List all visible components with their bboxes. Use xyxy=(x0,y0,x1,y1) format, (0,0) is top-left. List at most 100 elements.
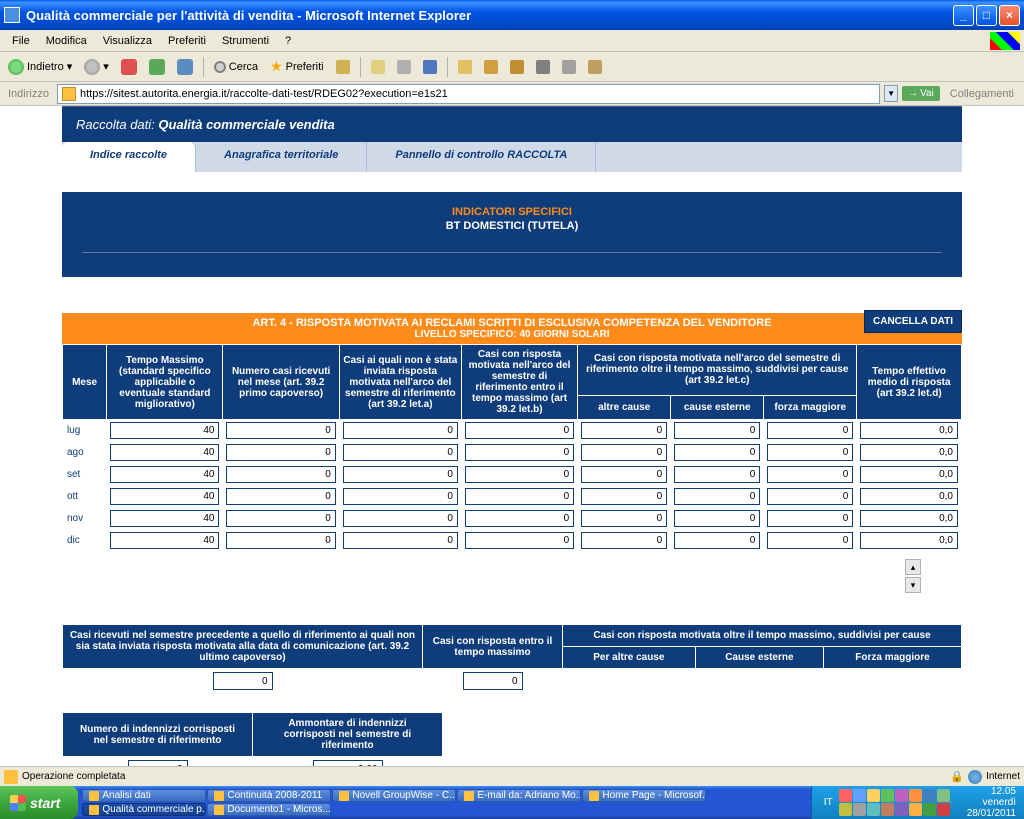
input-forza-maggiore[interactable] xyxy=(767,444,853,461)
input-tempo-eff[interactable] xyxy=(860,466,958,483)
input-altre-cause[interactable] xyxy=(581,488,667,505)
search-button[interactable]: Cerca xyxy=(210,59,262,75)
input-forza-maggiore[interactable] xyxy=(767,466,853,483)
taskbar-item[interactable]: Documento1 - Micros... xyxy=(207,803,331,816)
input-tempo-max[interactable] xyxy=(110,422,219,439)
input-casi-entro[interactable] xyxy=(465,466,574,483)
menu-preferiti[interactable]: Preferiti xyxy=(160,33,214,49)
go-button[interactable]: → Vai xyxy=(902,86,940,101)
tb-extra-3[interactable] xyxy=(506,58,528,76)
input-casi-no-risp[interactable] xyxy=(343,488,458,505)
forward-button[interactable]: ▾ xyxy=(80,57,113,77)
tb-extra-4[interactable] xyxy=(532,58,554,76)
taskbar-item[interactable]: Analisi dati xyxy=(82,789,206,802)
tb-extra-5[interactable] xyxy=(558,58,580,76)
tab-anagrafica[interactable]: Anagrafica territoriale xyxy=(196,142,367,172)
address-input[interactable]: https://sitest.autorita.energia.it/racco… xyxy=(57,84,880,104)
refresh-button[interactable] xyxy=(145,57,169,77)
input-num-casi[interactable] xyxy=(226,444,335,461)
input-forza-maggiore[interactable] xyxy=(767,510,853,527)
tray-icon[interactable] xyxy=(895,789,908,802)
address-dropdown[interactable]: ▼ xyxy=(884,85,898,102)
tray-icon[interactable] xyxy=(853,803,866,816)
menu-strumenti[interactable]: Strumenti xyxy=(214,33,277,49)
input-num-casi[interactable] xyxy=(226,466,335,483)
links-label[interactable]: Collegamenti xyxy=(944,88,1020,100)
taskbar-item[interactable]: Novell GroupWise - C... xyxy=(332,789,456,802)
input-tempo-max[interactable] xyxy=(110,532,219,549)
input-casi-no-risp[interactable] xyxy=(343,532,458,549)
menu-file[interactable]: File xyxy=(4,33,38,49)
menu-visualizza[interactable]: Visualizza xyxy=(95,33,160,49)
input-tempo-max[interactable] xyxy=(110,444,219,461)
input-altre-cause[interactable] xyxy=(581,510,667,527)
input-cause-esterne[interactable] xyxy=(674,466,760,483)
input-tempo-eff[interactable] xyxy=(860,510,958,527)
tray-icon[interactable] xyxy=(881,789,894,802)
input-num-casi[interactable] xyxy=(226,488,335,505)
tray-icon[interactable] xyxy=(937,803,950,816)
input-num-casi[interactable] xyxy=(226,510,335,527)
tab-pannello[interactable]: Pannello di controllo RACCOLTA xyxy=(367,142,596,172)
input-altre-cause[interactable] xyxy=(581,444,667,461)
taskbar-item[interactable]: Home Page - Microsof... xyxy=(582,789,706,802)
tab-indice[interactable]: Indice raccolte xyxy=(62,142,196,172)
input-casi-entro[interactable] xyxy=(465,510,574,527)
edit-button[interactable] xyxy=(419,58,441,76)
input-cause-esterne[interactable] xyxy=(674,488,760,505)
menu-modifica[interactable]: Modifica xyxy=(38,33,95,49)
stop-button[interactable] xyxy=(117,57,141,77)
tray-icon[interactable] xyxy=(909,803,922,816)
input-casi-no-risp[interactable] xyxy=(343,466,458,483)
input-num-casi[interactable] xyxy=(226,422,335,439)
input-tempo-eff[interactable] xyxy=(860,422,958,439)
input-tempo-max[interactable] xyxy=(110,466,219,483)
tray-icon[interactable] xyxy=(867,803,880,816)
maximize-button[interactable]: □ xyxy=(976,5,997,26)
tray-icon[interactable] xyxy=(923,803,936,816)
history-button[interactable] xyxy=(332,58,354,76)
tray-icon[interactable] xyxy=(881,803,894,816)
taskbar-item[interactable]: Qualità commerciale p... xyxy=(82,803,206,816)
tb-extra-6[interactable] xyxy=(584,58,606,76)
scroll-down-button[interactable]: ▾ xyxy=(905,577,921,593)
input-forza-maggiore[interactable] xyxy=(767,422,853,439)
input-casi-entro[interactable] xyxy=(465,488,574,505)
input-casi-entro[interactable] xyxy=(465,444,574,461)
cancel-data-button[interactable]: CANCELLA DATI xyxy=(864,310,962,333)
sum-input-1[interactable] xyxy=(213,672,273,690)
input-casi-no-risp[interactable] xyxy=(343,444,458,461)
input-tempo-eff[interactable] xyxy=(860,444,958,461)
tray-icon[interactable] xyxy=(853,789,866,802)
tb-extra-1[interactable] xyxy=(454,58,476,76)
tb-extra-2[interactable] xyxy=(480,58,502,76)
minimize-button[interactable]: _ xyxy=(953,5,974,26)
tray-icon[interactable] xyxy=(867,789,880,802)
home-button[interactable] xyxy=(173,57,197,77)
tray-icon[interactable] xyxy=(923,789,936,802)
menu-help[interactable]: ? xyxy=(277,33,299,49)
input-tempo-max[interactable] xyxy=(110,510,219,527)
tray-icon[interactable] xyxy=(839,803,852,816)
input-cause-esterne[interactable] xyxy=(674,422,760,439)
taskbar-item[interactable]: Continuità 2008-2011 xyxy=(207,789,331,802)
input-tempo-eff[interactable] xyxy=(860,488,958,505)
tray-icon[interactable] xyxy=(839,789,852,802)
input-forza-maggiore[interactable] xyxy=(767,532,853,549)
small-input-1[interactable] xyxy=(128,760,188,766)
favorites-button[interactable]: ★ Preferiti xyxy=(266,56,327,77)
input-num-casi[interactable] xyxy=(226,532,335,549)
start-button[interactable]: start xyxy=(0,786,78,819)
clock[interactable]: 12.05 venerdì 28/01/2011 xyxy=(961,786,1016,819)
input-cause-esterne[interactable] xyxy=(674,510,760,527)
back-button[interactable]: Indietro ▾ xyxy=(4,57,76,77)
sum-input-2[interactable] xyxy=(463,672,523,690)
input-tempo-eff[interactable] xyxy=(860,532,958,549)
input-casi-no-risp[interactable] xyxy=(343,510,458,527)
input-casi-entro[interactable] xyxy=(465,422,574,439)
language-indicator[interactable]: IT xyxy=(820,797,837,808)
input-cause-esterne[interactable] xyxy=(674,444,760,461)
print-button[interactable] xyxy=(393,58,415,76)
input-casi-entro[interactable] xyxy=(465,532,574,549)
input-casi-no-risp[interactable] xyxy=(343,422,458,439)
